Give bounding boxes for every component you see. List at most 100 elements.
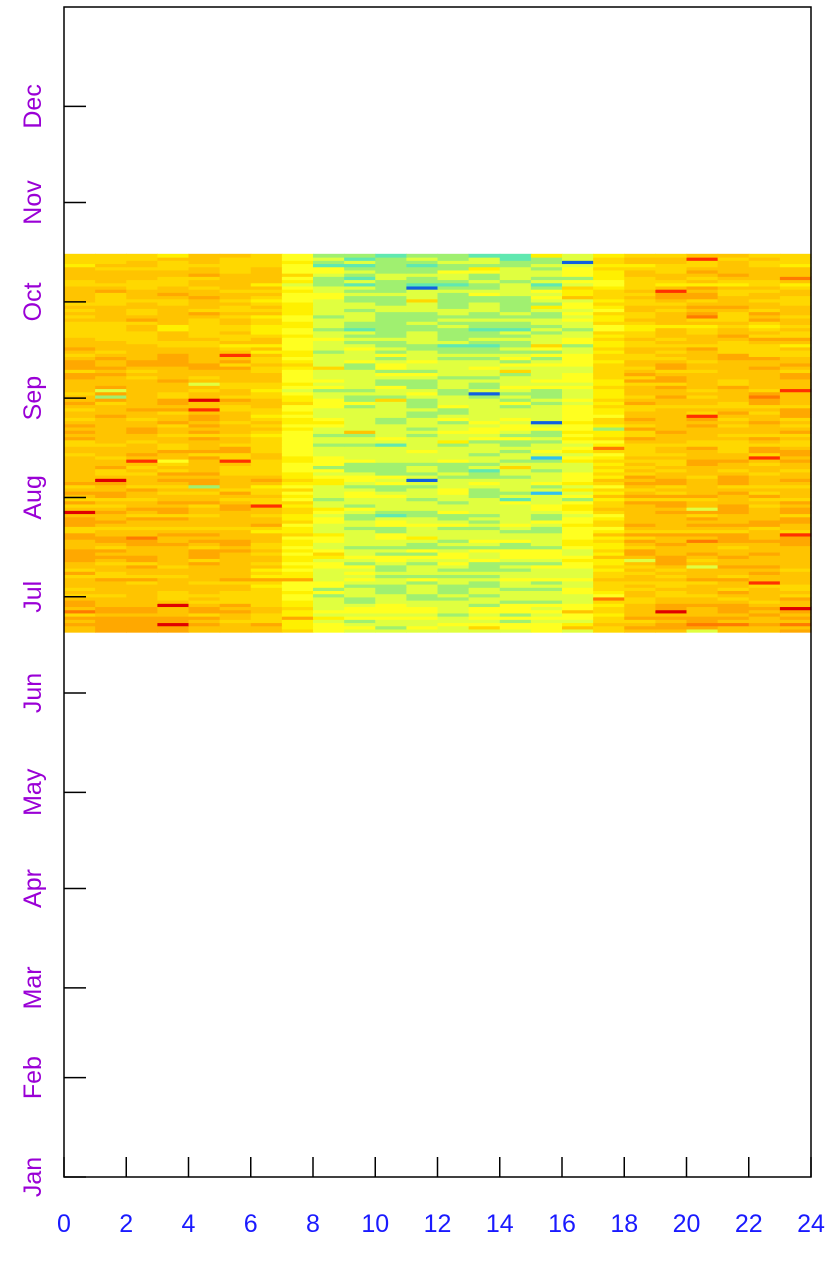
heatmap-cell <box>281 382 314 386</box>
heatmap-cell <box>686 385 719 390</box>
heatmap-cell <box>313 439 345 444</box>
heatmap-cell <box>95 404 127 409</box>
heatmap-cell <box>686 366 719 370</box>
heatmap-cell <box>375 257 407 261</box>
heatmap-cell <box>530 417 563 422</box>
heatmap-cell <box>437 420 470 425</box>
heatmap-cell <box>375 612 407 617</box>
heatmap-cell <box>406 561 439 566</box>
heatmap-cell <box>686 571 719 575</box>
heatmap-cell <box>344 449 376 454</box>
heatmap-cell <box>593 465 625 470</box>
heatmap-cell <box>64 500 96 505</box>
heatmap-cell <box>313 478 345 483</box>
heatmap-cell <box>717 436 750 441</box>
heatmap-cell <box>281 330 314 335</box>
heatmap-cell <box>468 317 501 322</box>
heatmap-cell <box>593 503 625 508</box>
heatmap-cell <box>717 446 750 450</box>
heatmap-cell <box>126 625 158 630</box>
heatmap-cell <box>530 426 563 431</box>
heatmap-cell <box>406 388 439 393</box>
heatmap-cell <box>468 555 501 559</box>
heatmap-cell <box>375 449 407 454</box>
heatmap-cell <box>655 503 688 508</box>
heatmap-cell <box>375 289 407 293</box>
heatmap-cell <box>219 410 252 415</box>
heatmap-cell <box>375 337 407 341</box>
heatmap-cell <box>281 423 314 428</box>
heatmap-cell <box>499 295 532 300</box>
heatmap-cell <box>188 619 221 624</box>
heatmap-cell <box>95 333 127 338</box>
heatmap-cell <box>406 321 439 325</box>
heatmap-cell <box>250 507 283 511</box>
heatmap-cell <box>779 542 812 547</box>
heatmap-cell <box>344 523 376 527</box>
heatmap-cell <box>748 388 781 393</box>
heatmap-cell <box>406 260 439 265</box>
heatmap-cell <box>375 414 407 418</box>
heatmap-cell <box>95 487 127 492</box>
heatmap-cell <box>562 567 594 572</box>
heatmap-cell <box>95 449 127 454</box>
heatmap-cell <box>468 289 501 293</box>
heatmap-cell <box>64 253 96 258</box>
heatmap-cell <box>686 439 719 444</box>
heatmap-cell <box>157 417 190 422</box>
heatmap-cell <box>562 475 594 479</box>
heatmap-cell <box>406 372 439 377</box>
heatmap-cell <box>562 558 594 563</box>
heatmap-cell <box>468 462 501 466</box>
heatmap-cell <box>64 407 96 412</box>
heatmap-cell <box>748 555 781 559</box>
heatmap-cell <box>468 596 501 601</box>
heatmap-cell <box>188 539 221 543</box>
heatmap-cell <box>686 545 719 550</box>
heatmap-cell <box>406 481 439 486</box>
heatmap-cell <box>219 333 252 338</box>
heatmap-cell <box>779 285 812 290</box>
x-tick-label: 18 <box>610 1210 638 1238</box>
heatmap-cell <box>64 612 96 617</box>
heatmap-cell <box>281 417 314 422</box>
heatmap-cell <box>686 442 719 447</box>
heatmap-cell <box>717 545 750 550</box>
heatmap-cell <box>593 574 625 579</box>
heatmap-cell <box>655 535 688 540</box>
heatmap-cell <box>717 378 750 383</box>
heatmap-cell <box>375 266 407 271</box>
heatmap-cell <box>593 564 625 569</box>
heatmap-cell <box>64 391 96 396</box>
heatmap-cell <box>313 356 345 361</box>
heatmap-cell <box>250 433 283 438</box>
heatmap-cell <box>126 292 158 297</box>
heatmap-cell <box>188 346 221 351</box>
heatmap-cell <box>344 609 376 614</box>
heatmap-cell <box>468 333 501 338</box>
heatmap-cell <box>406 616 439 620</box>
heatmap-cell <box>157 340 190 345</box>
heatmap-cell <box>406 478 439 483</box>
heatmap-cell <box>655 516 688 521</box>
heatmap-cell <box>624 583 656 588</box>
heatmap-cell <box>748 430 781 434</box>
heatmap-cell <box>499 321 532 325</box>
heatmap-cell <box>748 398 781 402</box>
heatmap-cell <box>655 555 688 559</box>
heatmap-cell <box>624 417 656 422</box>
heatmap-cell <box>188 410 221 415</box>
heatmap-cell <box>157 616 190 620</box>
heatmap-cell <box>406 398 439 402</box>
heatmap-cell <box>313 471 345 476</box>
heatmap-cell <box>562 465 594 470</box>
heatmap-cell <box>188 263 221 268</box>
heatmap-cell <box>779 590 812 595</box>
heatmap-cell <box>499 263 532 268</box>
heatmap-cell <box>157 567 190 572</box>
heatmap-cell <box>95 564 127 569</box>
heatmap-cell <box>468 551 501 556</box>
heatmap-cell <box>437 401 470 406</box>
heatmap-cell <box>95 622 127 627</box>
heatmap-cell <box>593 583 625 588</box>
